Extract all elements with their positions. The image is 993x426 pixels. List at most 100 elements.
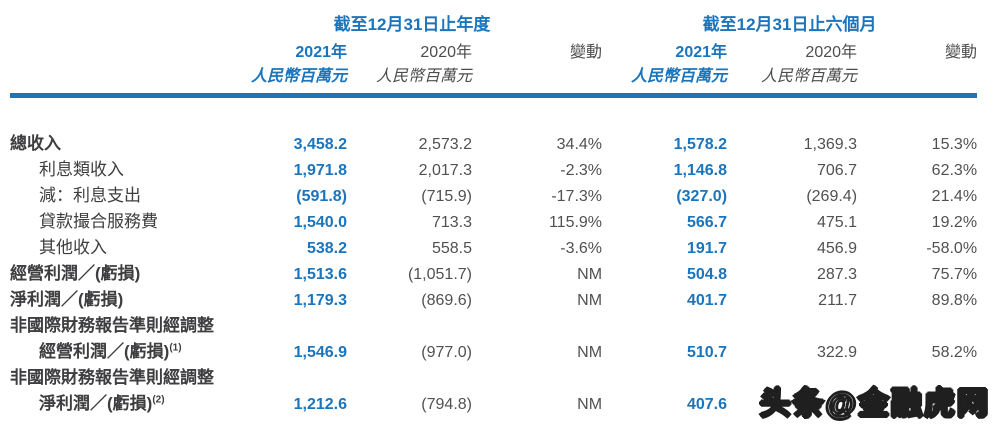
value-cell: 62.3% bbox=[931, 162, 978, 179]
value-cell: (1,051.7) bbox=[407, 266, 472, 283]
value-cell: 15.3% bbox=[931, 136, 978, 153]
table-row-adjusted-net-profit: 淨利潤／(虧損)(2) 1,212.6 (794.8) NM 407.6 bbox=[10, 388, 977, 414]
value-cell: (977.0) bbox=[421, 344, 472, 361]
value-cell: 287.3 bbox=[816, 266, 858, 283]
value-cell: -17.3% bbox=[551, 188, 603, 205]
value-cell bbox=[857, 310, 977, 336]
value-cell: 538.2 bbox=[306, 240, 347, 257]
table-row-other-income: 其他收入 538.2 558.5 -3.6% 191.7 456.9 -58.0… bbox=[10, 232, 977, 258]
value-cell bbox=[602, 310, 727, 336]
value-cell: 191.7 bbox=[686, 240, 728, 257]
table-row-adjusted-operating-profit: 經營利潤／(虧損)(1) 1,546.9 (977.0) NM 510.7 32… bbox=[10, 336, 977, 362]
value-cell: NM bbox=[577, 396, 603, 413]
table-row-net-profit: 淨利潤／(虧損) 1,179.3 (869.6) NM 401.7 211.7 … bbox=[10, 284, 977, 310]
row-label: 經營利潤／(虧損) bbox=[10, 264, 141, 283]
empty-cell bbox=[857, 62, 978, 98]
value-cell: 706.7 bbox=[816, 162, 858, 179]
value-cell: 21.4% bbox=[931, 188, 978, 205]
value-cell: -2.3% bbox=[560, 162, 603, 179]
table-row-non-ifrs-adjusted-header-1: 非國際財務報告準則經調整 bbox=[10, 310, 977, 336]
value-cell: (715.9) bbox=[421, 188, 472, 205]
value-cell: NM bbox=[577, 344, 603, 361]
row-label: 經營利潤／(虧損)(1) bbox=[39, 342, 182, 361]
empty-cell bbox=[472, 62, 603, 98]
unit-label-2020-six-months: 人民幣百萬元 bbox=[727, 62, 858, 98]
value-cell: 713.3 bbox=[431, 214, 472, 231]
value-cell bbox=[222, 362, 347, 388]
group-header-annual: 截至12月31日止年度 bbox=[333, 15, 491, 34]
period-group-header-row: 截至12月31日止年度 截至12月31日止六個月 bbox=[10, 10, 977, 37]
unit-label-2021-six-months: 人民幣百萬元 bbox=[602, 62, 728, 98]
financial-results-table: 截至12月31日止年度 截至12月31日止六個月 2021年 2020年 變動 … bbox=[10, 10, 978, 414]
col-header-2021-six-months: 2021年 bbox=[675, 44, 728, 61]
value-cell: 1,212.6 bbox=[293, 396, 347, 413]
value-cell: 510.7 bbox=[686, 344, 728, 361]
value-cell: 75.7% bbox=[931, 266, 978, 283]
row-label: 淨利潤／(虧損) bbox=[10, 290, 124, 309]
row-label: 淨利潤／(虧損)(2) bbox=[39, 394, 165, 413]
value-cell: 1,578.2 bbox=[673, 136, 728, 153]
row-label: 利息類收入 bbox=[39, 160, 124, 179]
value-cell: 475.1 bbox=[816, 214, 858, 231]
table-row-total-revenue: 總收入 3,458.2 2,573.2 34.4% 1,578.2 1,369.… bbox=[10, 96, 977, 155]
value-cell: 58.2% bbox=[931, 344, 978, 361]
value-cell bbox=[222, 310, 347, 336]
col-header-change-six-months: 變動 bbox=[945, 44, 978, 61]
row-label: 非國際財務報告準則經調整 bbox=[10, 316, 214, 335]
year-header-row: 2021年 2020年 變動 2021年 2020年 變動 bbox=[10, 37, 977, 62]
value-cell bbox=[727, 310, 857, 336]
empty-cell bbox=[10, 62, 222, 98]
value-cell: 19.2% bbox=[931, 214, 978, 231]
value-cell bbox=[602, 362, 727, 388]
row-label: 其他收入 bbox=[39, 238, 107, 257]
value-cell: 558.5 bbox=[431, 240, 472, 257]
value-cell: 322.9 bbox=[816, 344, 858, 361]
value-cell bbox=[347, 310, 472, 336]
table-row-non-ifrs-adjusted-header-2: 非國際財務報告準則經調整 bbox=[10, 362, 977, 388]
table-row-less-interest-expense: 減：利息支出 (591.8) (715.9) -17.3% (327.0) (2… bbox=[10, 180, 977, 206]
value-cell: 1,513.6 bbox=[293, 266, 347, 283]
col-header-2020-annual: 2020年 bbox=[420, 44, 472, 61]
unit-label-2020-annual: 人民幣百萬元 bbox=[347, 62, 472, 98]
value-cell: -58.0% bbox=[926, 240, 978, 257]
value-cell: (869.6) bbox=[421, 292, 472, 309]
row-label: 總收入 bbox=[10, 134, 61, 153]
value-cell: 89.8% bbox=[931, 292, 978, 309]
col-header-2021-annual: 2021年 bbox=[295, 44, 347, 61]
value-cell: 504.8 bbox=[686, 266, 728, 283]
value-cell: 566.7 bbox=[686, 214, 728, 231]
table-row-operating-profit: 經營利潤／(虧損) 1,513.6 (1,051.7) NM 504.8 287… bbox=[10, 258, 977, 284]
value-cell: 2,017.3 bbox=[418, 162, 472, 179]
value-cell: NM bbox=[577, 266, 603, 283]
table-row-loan-facilitation-fee: 貸款撮合服務費 1,540.0 713.3 115.9% 566.7 475.1… bbox=[10, 206, 977, 232]
value-cell: 1,971.8 bbox=[293, 162, 347, 179]
value-cell bbox=[347, 362, 472, 388]
value-cell: 1,179.3 bbox=[293, 292, 347, 309]
row-label: 減：利息支出 bbox=[39, 186, 141, 205]
value-cell: (269.4) bbox=[806, 188, 858, 205]
footnote-marker-1: (1) bbox=[169, 342, 182, 354]
value-cell: (794.8) bbox=[421, 396, 472, 413]
empty-cell bbox=[10, 37, 222, 62]
value-cell: 456.9 bbox=[816, 240, 858, 257]
value-cell: 115.9% bbox=[548, 214, 603, 231]
value-cell: (327.0) bbox=[676, 188, 728, 205]
row-label: 貸款撮合服務費 bbox=[39, 212, 158, 231]
value-cell: 407.6 bbox=[686, 396, 728, 413]
empty-corner-cell bbox=[10, 10, 222, 37]
value-cell: 2,573.2 bbox=[418, 136, 472, 153]
row-label: 非國際財務報告準則經調整 bbox=[10, 368, 214, 387]
value-cell: -3.6% bbox=[560, 240, 603, 257]
value-cell: 1,369.3 bbox=[803, 136, 858, 153]
unit-header-row: 人民幣百萬元 人民幣百萬元 人民幣百萬元 人民幣百萬元 bbox=[10, 62, 978, 98]
value-cell: 211.7 bbox=[818, 292, 858, 309]
table-row-interest-income: 利息類收入 1,971.8 2,017.3 -2.3% 1,146.8 706.… bbox=[10, 154, 977, 180]
watermark-text: 头条@金融虎网 bbox=[759, 385, 990, 422]
col-header-2020-six-months: 2020年 bbox=[805, 44, 858, 61]
value-cell: (591.8) bbox=[296, 188, 347, 205]
value-cell bbox=[472, 310, 602, 336]
value-cell: 1,540.0 bbox=[293, 214, 347, 231]
value-cell: 34.4% bbox=[556, 136, 603, 153]
value-cell: NM bbox=[577, 292, 603, 309]
